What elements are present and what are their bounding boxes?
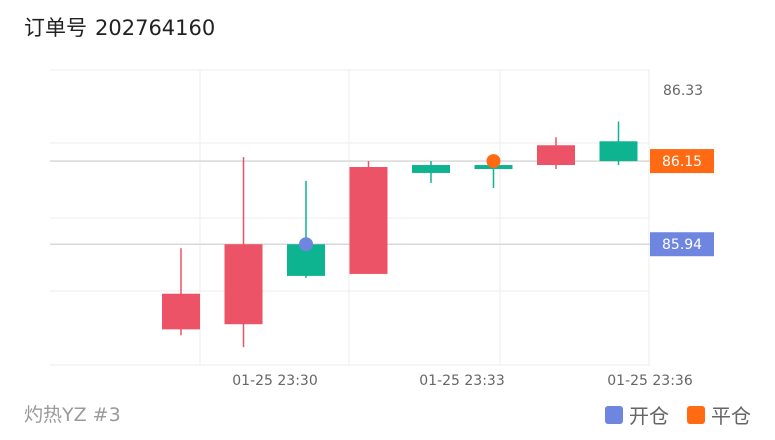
y-tick-label: 86.33: [663, 83, 703, 99]
legend-label-open: 开仓: [629, 404, 669, 428]
open-price-tag-label: 85.94: [662, 237, 702, 253]
close-price-tag-label: 86.15: [662, 154, 702, 170]
candle-body-1: [224, 244, 263, 325]
legend-swatch-close: [687, 405, 705, 424]
legend-swatch-open: [605, 405, 623, 424]
x-tick-label-2: 01-25 23:36: [607, 373, 693, 389]
open-marker: [299, 237, 313, 252]
candle-body-4: [412, 165, 450, 173]
legend-label-close: 平仓: [711, 404, 751, 428]
order-number: 202764160: [95, 16, 216, 40]
close-marker: [486, 154, 501, 169]
candle-body-6: [537, 145, 575, 166]
x-tick-label-1: 01-25 23:33: [419, 373, 504, 389]
legend: 开仓 平仓: [605, 400, 751, 429]
candle-body-3: [349, 167, 388, 274]
legend-item-close[interactable]: 平仓: [687, 400, 751, 429]
strategy-label: 灼热YZ #3: [24, 404, 121, 426]
candle-body-7: [599, 141, 638, 162]
close-price-tag: [650, 149, 714, 174]
x-tick-label-0: 01-25 23:30: [232, 373, 317, 389]
chart-title: 订单号 202764160: [24, 12, 215, 42]
open-price-tag: [650, 232, 714, 257]
order-label: 订单号: [24, 16, 87, 40]
candle-body-0: [162, 293, 200, 330]
legend-item-open[interactable]: 开仓: [605, 400, 669, 429]
